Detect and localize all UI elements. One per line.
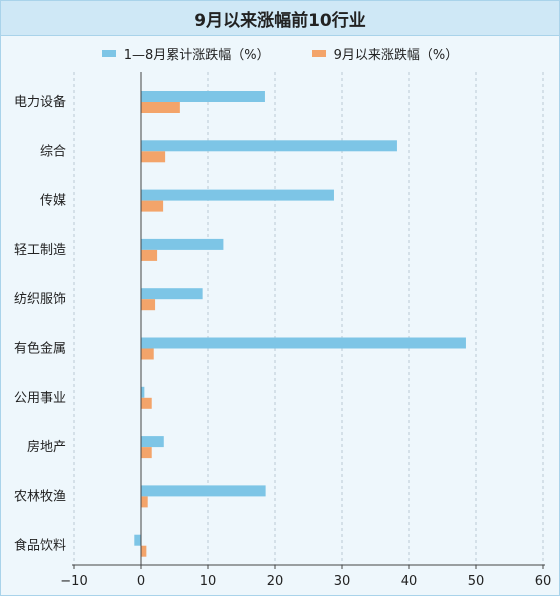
x-tick-label: −10 <box>60 574 87 589</box>
category-label: 有色金属 <box>14 341 66 357</box>
category-label: 食品饮料 <box>14 538 66 554</box>
bar-series-1 <box>141 436 164 448</box>
x-tick-label: 60 <box>535 574 552 589</box>
x-tick-label: 50 <box>468 574 485 589</box>
x-tick-label: 0 <box>137 574 145 589</box>
legend: 1—8月累计涨跌幅（%） 9月以来涨跌幅（%） <box>1 43 559 63</box>
bar-series-2 <box>141 299 156 311</box>
legend-swatch-series-2 <box>311 49 326 57</box>
category-label: 传媒 <box>40 194 66 209</box>
legend-swatch-series-1 <box>101 49 116 57</box>
bar-series-1 <box>141 91 265 102</box>
x-tick-label: 40 <box>401 574 418 589</box>
category-label: 轻工制造 <box>14 243 66 258</box>
bar-series-1 <box>141 238 224 250</box>
bar-series-1 <box>141 386 145 398</box>
legend-label-series-2: 9月以来涨跌幅（%） <box>333 47 459 63</box>
bar-series-2 <box>141 397 152 409</box>
category-label: 公用事业 <box>14 391 66 406</box>
bar-series-2 <box>141 200 164 212</box>
bar-series-1 <box>141 140 397 152</box>
bar-series-1 <box>141 337 466 349</box>
bar-series-2 <box>141 348 154 360</box>
category-label: 房地产 <box>27 439 66 455</box>
title-bar: 9月以来涨幅前10行业 <box>1 1 559 36</box>
legend-label-series-1: 1—8月累计涨跌幅（%） <box>123 47 270 63</box>
category-label: 纺织服饰 <box>14 292 66 307</box>
x-tick-label: 10 <box>200 574 217 589</box>
bar-series-2 <box>141 447 152 459</box>
x-tick-label: 30 <box>334 574 351 589</box>
legend-item-series-2: 9月以来涨跌幅（%） <box>311 44 459 63</box>
bar-series-2 <box>141 496 148 508</box>
x-tick-label: 20 <box>267 574 284 589</box>
chart-title: 9月以来涨幅前10行业 <box>194 10 366 31</box>
category-label: 综合 <box>40 144 66 159</box>
legend-item-series-1: 1—8月累计涨跌幅（%） <box>101 44 270 63</box>
bar-series-1 <box>141 189 334 201</box>
category-label: 农林牧渔 <box>14 489 66 504</box>
bar-series-1 <box>141 288 203 300</box>
bar-series-2 <box>141 151 166 163</box>
bar-series-1 <box>141 485 266 497</box>
bar-series-2 <box>141 102 180 113</box>
bar-series-1 <box>134 534 141 546</box>
bar-series-2 <box>141 545 147 557</box>
category-label: 电力设备 <box>14 94 66 110</box>
bar-series-2 <box>141 249 158 261</box>
